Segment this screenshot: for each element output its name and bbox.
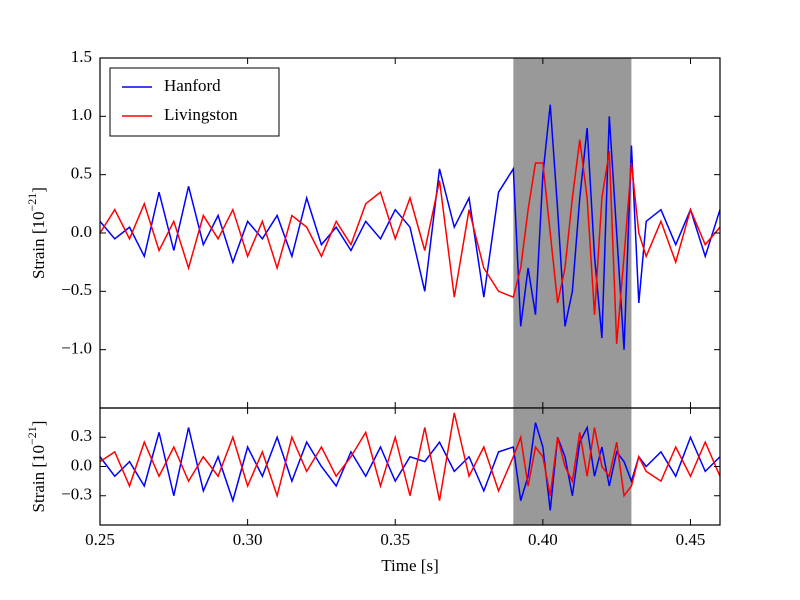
y-tick-label: 1.0 xyxy=(71,105,92,124)
legend-label: Hanford xyxy=(164,76,221,95)
x-tick-label: 0.25 xyxy=(85,530,115,549)
y-tick-label: 0.3 xyxy=(71,426,92,445)
x-tick-label: 0.40 xyxy=(528,530,558,549)
series-line xyxy=(100,139,720,344)
y-axis-label: Strain [10−21] xyxy=(25,187,48,279)
x-axis-label: Time [s] xyxy=(381,556,438,575)
legend-label: Livingston xyxy=(164,105,238,124)
y-tick-label: −0.3 xyxy=(61,485,92,504)
y-tick-label: −0.5 xyxy=(61,280,92,299)
y-axis-label-close: ] xyxy=(29,421,48,427)
y-tick-label: 0.0 xyxy=(71,455,92,474)
y-axis-label-text: Strain [10 xyxy=(29,445,48,513)
y-axis-label-exponent: −21 xyxy=(25,426,39,445)
y-tick-label: 1.5 xyxy=(71,47,92,66)
series-line xyxy=(100,422,720,511)
y-axis-label-text: Strain [10 xyxy=(29,211,48,279)
shaded-span xyxy=(513,58,632,408)
y-tick-label: 0.0 xyxy=(71,222,92,241)
y-tick-label: 0.5 xyxy=(71,164,92,183)
x-tick-label: 0.30 xyxy=(233,530,263,549)
y-axis-label-exponent: −21 xyxy=(25,193,39,212)
y-axis-label: Strain [10−21] xyxy=(25,421,48,513)
x-tick-label: 0.35 xyxy=(380,530,410,549)
series-line xyxy=(100,412,720,501)
legend-box xyxy=(109,67,280,137)
y-axis-label-close: ] xyxy=(29,187,48,193)
y-tick-label: −1.0 xyxy=(61,339,92,358)
x-tick-label: 0.45 xyxy=(676,530,706,549)
